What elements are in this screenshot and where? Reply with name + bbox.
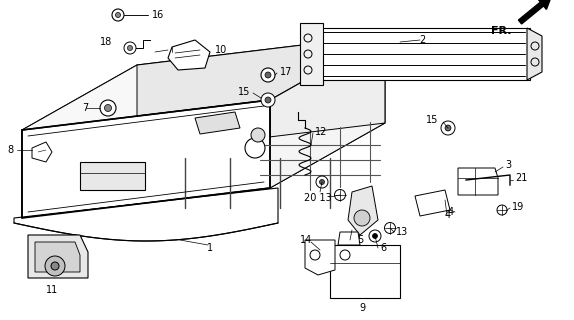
Polygon shape xyxy=(137,35,385,153)
Circle shape xyxy=(115,12,121,18)
Text: 18: 18 xyxy=(100,37,112,47)
Text: FR.: FR. xyxy=(491,26,512,36)
Circle shape xyxy=(335,189,346,201)
Text: 1: 1 xyxy=(207,243,213,253)
Text: 10: 10 xyxy=(215,45,227,55)
Circle shape xyxy=(51,262,59,270)
Polygon shape xyxy=(330,245,400,298)
Text: 21: 21 xyxy=(515,173,528,183)
Circle shape xyxy=(441,121,455,135)
Polygon shape xyxy=(527,28,542,80)
Text: 6: 6 xyxy=(380,243,386,253)
Polygon shape xyxy=(305,240,335,275)
Text: 12: 12 xyxy=(315,127,327,137)
Text: 5: 5 xyxy=(357,235,363,245)
Circle shape xyxy=(100,100,116,116)
Text: 4: 4 xyxy=(445,210,451,220)
Circle shape xyxy=(320,180,324,185)
Polygon shape xyxy=(270,35,385,188)
Circle shape xyxy=(265,72,271,78)
Circle shape xyxy=(112,9,124,21)
Circle shape xyxy=(316,176,328,188)
Circle shape xyxy=(369,230,381,242)
Circle shape xyxy=(373,234,378,238)
Polygon shape xyxy=(338,232,360,245)
Text: 13: 13 xyxy=(396,227,408,237)
Text: 15: 15 xyxy=(426,115,438,125)
Polygon shape xyxy=(458,168,498,195)
Polygon shape xyxy=(32,142,52,162)
Polygon shape xyxy=(348,186,378,235)
Text: 8: 8 xyxy=(8,145,14,155)
Circle shape xyxy=(265,97,271,103)
Bar xyxy=(80,162,145,190)
Text: 16: 16 xyxy=(152,10,164,20)
Polygon shape xyxy=(28,235,88,278)
Circle shape xyxy=(445,125,451,131)
Circle shape xyxy=(45,256,65,276)
Text: 2: 2 xyxy=(419,35,425,45)
Text: 11: 11 xyxy=(46,285,58,295)
Text: 9: 9 xyxy=(359,303,365,313)
Text: 4: 4 xyxy=(448,207,454,217)
Polygon shape xyxy=(22,65,137,218)
Text: 20 13: 20 13 xyxy=(304,193,332,203)
Text: 19: 19 xyxy=(512,202,524,212)
Polygon shape xyxy=(168,40,210,70)
Circle shape xyxy=(354,210,370,226)
FancyArrow shape xyxy=(518,0,551,24)
Circle shape xyxy=(245,138,265,158)
Polygon shape xyxy=(195,112,240,134)
Text: 3: 3 xyxy=(505,160,511,170)
Polygon shape xyxy=(300,23,323,85)
Polygon shape xyxy=(315,28,530,80)
Text: 15: 15 xyxy=(238,87,250,97)
Circle shape xyxy=(104,105,111,111)
Circle shape xyxy=(124,42,136,54)
Text: 14: 14 xyxy=(300,235,312,245)
Circle shape xyxy=(261,93,275,107)
Polygon shape xyxy=(415,190,450,216)
Circle shape xyxy=(251,128,265,142)
Polygon shape xyxy=(22,123,385,218)
Circle shape xyxy=(385,222,395,234)
Polygon shape xyxy=(22,100,270,218)
Circle shape xyxy=(497,205,507,215)
Text: 17: 17 xyxy=(280,67,292,77)
Circle shape xyxy=(261,68,275,82)
Polygon shape xyxy=(35,242,80,272)
Circle shape xyxy=(127,45,133,51)
Polygon shape xyxy=(14,188,278,241)
Polygon shape xyxy=(22,35,385,130)
Text: 7: 7 xyxy=(82,103,88,113)
